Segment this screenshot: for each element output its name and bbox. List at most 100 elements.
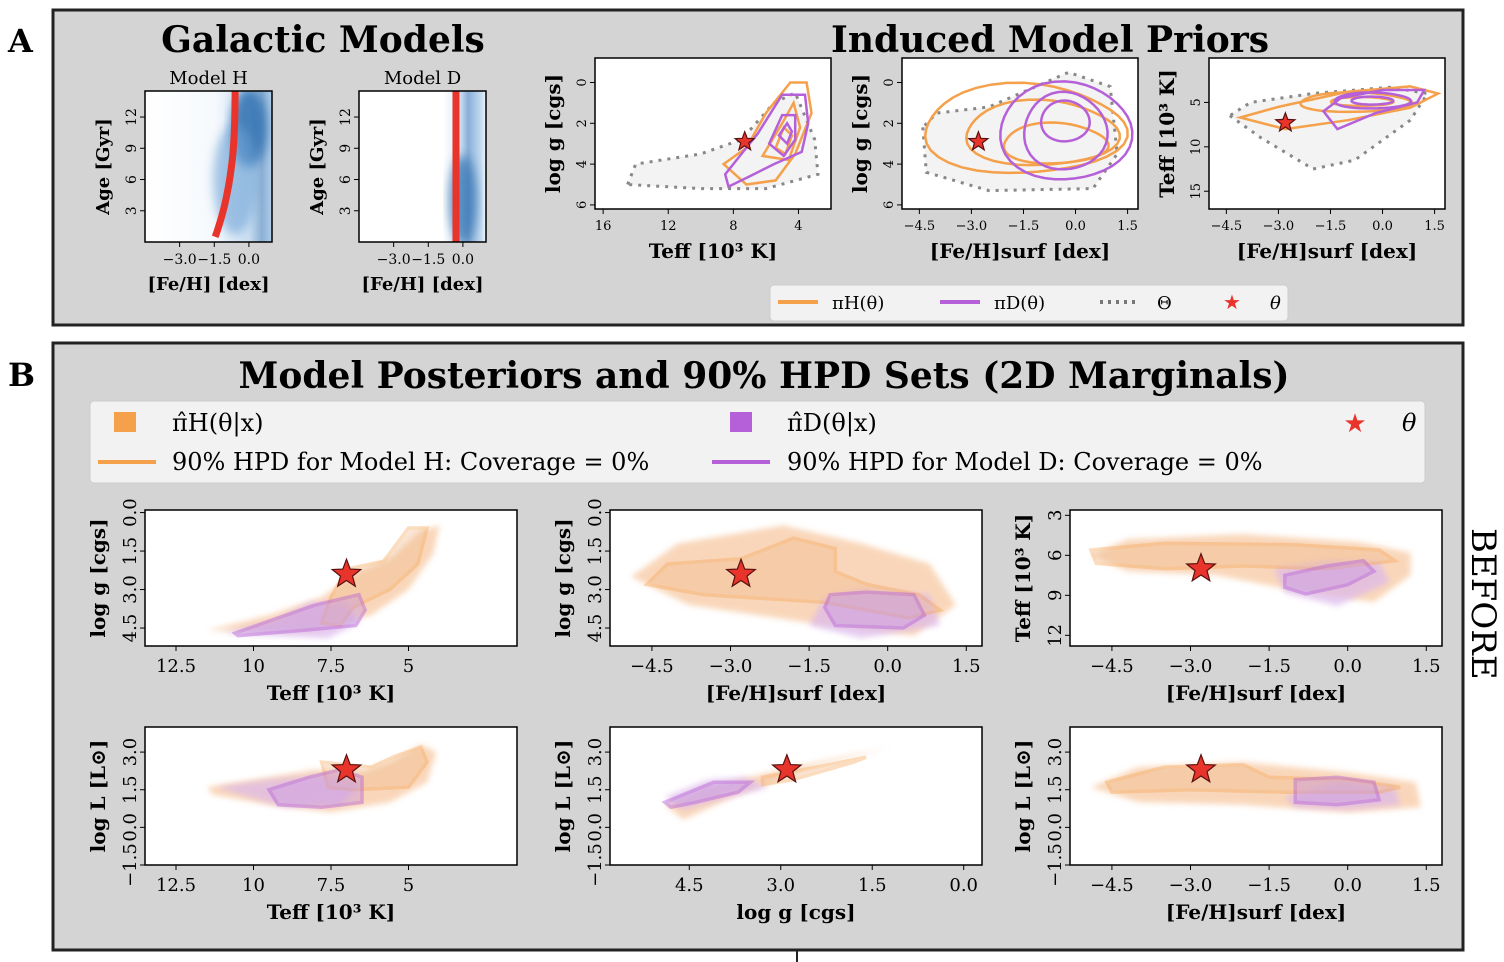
gal_d-plot: −3.0 −1.5 0.0 3 6 9 12 [Fe/H] [dex] Age [Gyr] Mod… <box>307 68 487 295</box>
post_teff_logg-xtick-label: 12.5 <box>156 656 196 677</box>
prior_teff_logg-ytick-label: 4 <box>575 160 590 168</box>
post_feh_logl-xlabel: [Fe/H]surf [dex] <box>1166 900 1346 924</box>
gal_h-xtick-label: −3.0 <box>163 252 197 268</box>
prior_teff_logg-ylabel: log g [cgs] <box>541 74 565 193</box>
prior_teff_logg-theta-star <box>733 129 756 152</box>
prior_feh_teff-xtick-label: −3.0 <box>1263 219 1295 234</box>
post_logg_logl-theta-star <box>770 753 803 784</box>
gal_d-xtick-label: −1.5 <box>411 252 445 268</box>
legend-post-d-label: π̂D(θ|x) <box>787 409 877 438</box>
legend-hpd-d-label: 90% HPD for Model D: Coverage = 0% <box>787 448 1263 476</box>
post_teff_logl-xtick-label: 10 <box>242 875 265 896</box>
prior_feh_logg-frame <box>901 57 1139 210</box>
post_logg_logl-post-h-cloud <box>664 742 915 820</box>
prior-feh-logg-d-inner <box>1039 99 1091 143</box>
prior_feh_teff-plot: −4.5 −3.0 −1.5 0.0 1.5 5 10 15 [Fe/H]surf [dex] T… <box>1155 57 1446 263</box>
post_feh_logl-xtick-label: 1.5 <box>1412 875 1441 896</box>
gal_d-ylabel: Age [Gyr] <box>307 118 328 216</box>
prior_feh_logg-xtick-label: −1.5 <box>1008 219 1040 234</box>
prior-feh-logg-d-outer <box>999 80 1134 181</box>
post_feh_logg-xtick-label: −4.5 <box>630 656 674 677</box>
post_feh_logg-hpd-d <box>822 590 927 630</box>
legend-post-d-swatch <box>730 412 752 432</box>
post_feh_logl-ytick-label: 0.0 <box>1045 813 1066 842</box>
gal_h-frame <box>144 90 273 243</box>
prior_teff_logg-frame <box>594 57 832 210</box>
legend-a: πH(θ) πD(θ) Θ ★ θ <box>769 284 1289 322</box>
post_feh_logg-theta-star <box>725 557 757 588</box>
prior_feh_logg-xtick-label: −3.0 <box>956 219 988 234</box>
post_feh_teff-ylabel: Teff [10³ K] <box>1011 514 1035 643</box>
prior-feh-teff-d-inner <box>1350 95 1395 106</box>
prior_teff_logg-plot: 16 12 8 4 0 2 4 6 Teff [10³ K] log g [cgs] <box>541 57 832 263</box>
post_logg_logl-ylabel: log L [L⊙] <box>551 740 575 853</box>
prior_feh_logg-ytick-label: 2 <box>882 119 897 127</box>
post_teff_logg-hpd-d <box>231 592 368 638</box>
post_feh_teff-density <box>1088 534 1411 606</box>
post_logg_logl-xtick-label: 1.5 <box>858 875 887 896</box>
legend-b-box <box>89 400 1426 484</box>
gal_h-xlabel: [Fe/H] [dex] <box>148 274 270 295</box>
prior_teff_logg-xtick-label: 12 <box>660 219 677 234</box>
prior_feh_teff-ytick-label: 15 <box>1189 183 1204 200</box>
prior-teff-logg-d-inner <box>777 120 794 146</box>
legend-a-theta-star: ★ <box>1223 290 1241 314</box>
prior_teff_logg-xtick-label: 8 <box>729 219 737 234</box>
post_logg_logl-ytick-label: 3.0 <box>585 738 606 767</box>
post_logg_logl-frame <box>609 726 983 866</box>
prior_teff_logg-xtick-label: 4 <box>794 219 802 234</box>
post_feh_logg-xtick-label: −1.5 <box>787 656 831 677</box>
gal_d-xtick-label: 0.0 <box>452 252 474 268</box>
gal_d-ytick-label: 3 <box>338 206 354 215</box>
post_teff_logg-ylabel: log g [cgs] <box>86 518 110 637</box>
post_teff_logl-ytick-label: 3.0 <box>120 738 141 767</box>
gal_h-ytick-label: 9 <box>124 144 140 153</box>
post_feh_teff-xtick-label: 0.0 <box>1333 656 1362 677</box>
post_teff_logl-xtick-label: 5 <box>403 875 414 896</box>
gal_d-xtick-label: −3.0 <box>377 252 411 268</box>
post_teff_logg-post-h-cloud <box>207 525 440 631</box>
post_feh_teff-plot: −4.5 −3.0 −1.5 0.0 1.5 3 6 9 12 [Fe/H]surf [dex] T… <box>1011 509 1443 705</box>
prior_teff_logg-ytick-label: 2 <box>575 119 590 127</box>
post_teff_logg-xlabel: Teff [10³ K] <box>267 681 396 705</box>
post_feh_teff-theta-star <box>1185 551 1217 583</box>
prior-feh-teff-d-outer <box>1321 88 1427 131</box>
post_feh_logl-ytick-label: 1.5 <box>1045 775 1066 804</box>
post_feh_logg-ytick-label: 1.5 <box>585 537 606 566</box>
posterior-title: Model Posteriors and 90% HPD Sets (2D Ma… <box>239 355 1290 397</box>
post_teff_logg-xtick-label: 7.5 <box>317 656 346 677</box>
post_feh_logl-xtick-label: −4.5 <box>1090 875 1134 896</box>
post_feh_logg-post-d-cloud <box>809 589 941 639</box>
prior-feh-logg-d-mid <box>1023 90 1109 171</box>
prior_teff_logg-xtick-label: 16 <box>595 219 612 234</box>
gal_h-xtick-label: 0.0 <box>238 252 260 268</box>
post_teff_logl-ylabel: log L [L⊙] <box>86 740 110 853</box>
post_teff_logg-post-d-cloud <box>222 602 359 639</box>
post_feh_logl-hpd-h <box>1104 762 1401 794</box>
post_feh_teff-frame <box>1069 509 1443 647</box>
post_feh_logl-post-d-cloud <box>1284 782 1401 810</box>
prior_feh_teff-xtick-label: −4.5 <box>1211 219 1243 234</box>
post_feh_logl-frame <box>1069 726 1443 866</box>
gal_h-xtick-label: −1.5 <box>197 252 231 268</box>
induced-priors-title: Induced Model Priors <box>831 19 1269 61</box>
prior_feh_teff-frame <box>1208 57 1446 210</box>
post_feh_teff-hpd-h <box>1088 541 1400 571</box>
gal_d-ytick-label: 9 <box>338 144 354 153</box>
post_feh_teff-xtick-label: −4.5 <box>1090 656 1134 677</box>
prior_teff_logg-ytick-label: 6 <box>575 201 590 209</box>
prior-feh-teff-d-mid <box>1333 91 1413 110</box>
post_feh_logl-density <box>1091 762 1421 813</box>
prior_feh_teff-ytick-label: 5 <box>1189 98 1204 106</box>
legend-a-box <box>769 284 1289 322</box>
prior_feh_logg-ytick-label: 4 <box>882 160 897 168</box>
legend-a-theta-label: θ <box>1270 293 1281 314</box>
legend-pi-h-label: πH(θ) <box>832 293 884 314</box>
gal_d-title: Model D <box>384 68 461 89</box>
gal_d-ytick-label: 6 <box>338 175 354 184</box>
post_logg_logl-xtick-label: 4.5 <box>675 875 704 896</box>
gal_h-density <box>145 91 272 242</box>
post_teff_logl-xlabel: Teff [10³ K] <box>267 900 396 924</box>
gal_h-plot: −3.0 −1.5 0.0 3 6 9 12 [Fe/H] [dex] Age [Gyr] Mod… <box>93 68 273 295</box>
